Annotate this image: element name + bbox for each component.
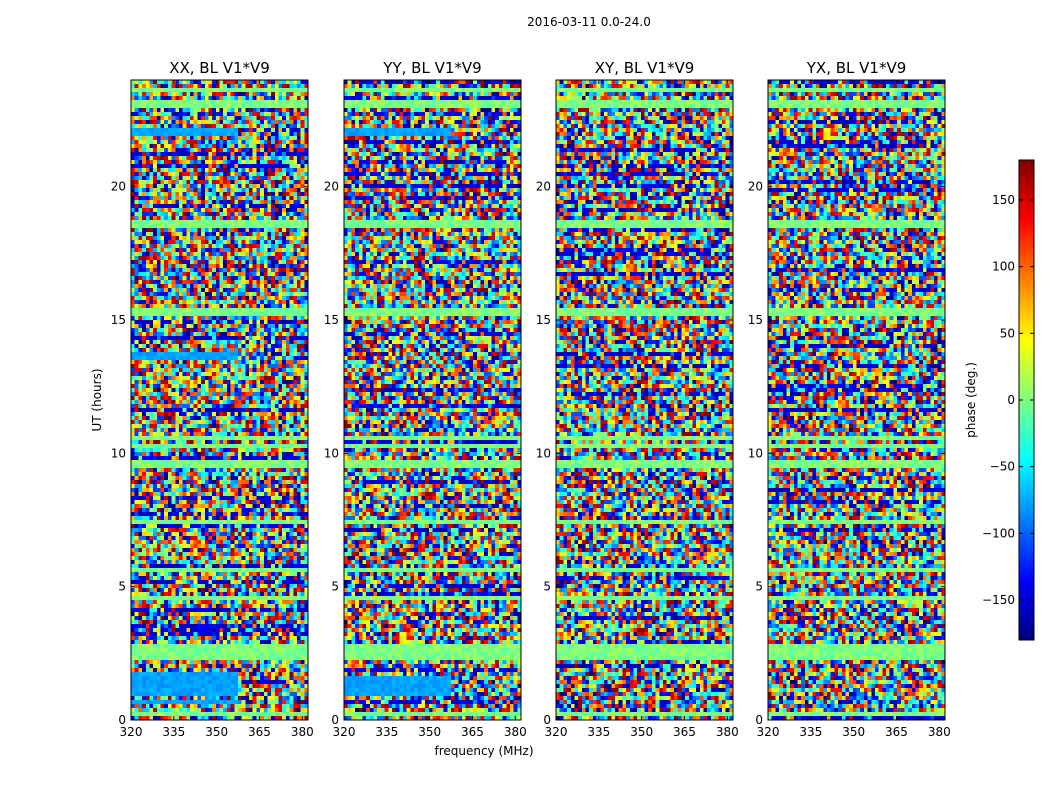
colorbar-tick-label: 100 [992,260,1015,274]
phase-heatmap [344,80,521,720]
panel-3: XY, BL V1*V9 320 335 350 365 380 0 5 10 15 20 [536,59,739,739]
x-axis-label: frequency (MHz) [434,744,533,758]
panel-2: YY, BL V1*V9 320 335 350 365 380 0 5 10 15 20 [324,59,527,739]
y-tick-label: 15 [324,313,339,327]
panel-frame [555,79,734,721]
colorbar-tick-label: −150 [982,593,1015,607]
y-tick-label: 15 [111,313,126,327]
y-tick-label: 20 [536,180,551,194]
phase-heatmap [768,80,945,720]
x-tick-label: 380 [291,725,314,739]
panel-frame [130,79,309,721]
y-tick-label: 0 [755,713,763,727]
x-tick-label: 320 [545,725,568,739]
x-tick-label: 350 [205,725,228,739]
colorbar-label: phase (deg.) [964,362,978,438]
y-tick-label: 20 [111,180,126,194]
panel-title: XY, BL V1*V9 [595,59,695,77]
panel-frame [767,79,946,721]
panel-title: YX, BL V1*V9 [806,59,907,77]
x-tick-label: 335 [587,725,610,739]
y-tick-label: 10 [748,446,763,460]
y-tick-label: 10 [536,446,551,460]
x-tick-label: 365 [673,725,696,739]
y-tick-label: 10 [324,446,339,460]
x-tick-label: 365 [461,725,484,739]
phase-heatmap [131,80,308,720]
x-tick-label: 365 [885,725,908,739]
y-tick-label: 5 [331,580,339,594]
x-tick-label: 350 [842,725,865,739]
x-tick-label: 335 [375,725,398,739]
panel-1: XX, BL V1*V9 320 335 350 365 380 0 5 10 15 20 [111,59,314,739]
y-tick-label: 15 [748,313,763,327]
panel-frame [343,79,522,721]
colorbar-tick-label: 150 [992,193,1015,207]
y-tick-label: 0 [118,713,126,727]
y-tick-label: 20 [324,180,339,194]
y-tick-label: 5 [543,580,551,594]
colorbar-tick-label: 0 [1007,393,1015,407]
x-tick-label: 320 [333,725,356,739]
x-tick-label: 380 [928,725,951,739]
panel-title: YY, BL V1*V9 [382,59,481,77]
panel-title: XX, BL V1*V9 [169,59,270,77]
y-tick-label: 10 [111,446,126,460]
y-tick-label: 5 [118,580,126,594]
figure-suptitle: 2016-03-11 0.0-24.0 [527,15,651,29]
x-tick-label: 350 [630,725,653,739]
colorbar: 150 100 50 0 −50 −100 −150 phase (deg.) [964,159,1035,641]
phase-heatmap [556,80,733,720]
colorbar-tick-label: −100 [982,526,1015,540]
colorbar-tick-label: 50 [1000,326,1015,340]
y-tick-label: 15 [536,313,551,327]
x-tick-label: 350 [418,725,441,739]
y-axis-label: UT (hours) [90,368,104,431]
colorbar-tick-label: −50 [990,460,1015,474]
x-tick-label: 320 [120,725,143,739]
y-tick-label: 20 [748,180,763,194]
y-tick-label: 5 [755,580,763,594]
y-tick-label: 0 [543,713,551,727]
y-tick-label: 0 [331,713,339,727]
x-tick-label: 380 [716,725,739,739]
panel-4: YX, BL V1*V9 320 335 350 365 380 0 5 10 15 20 [748,59,951,739]
x-tick-label: 320 [757,725,780,739]
x-tick-label: 380 [504,725,527,739]
x-tick-label: 335 [799,725,822,739]
x-tick-label: 365 [248,725,271,739]
x-tick-label: 335 [162,725,185,739]
